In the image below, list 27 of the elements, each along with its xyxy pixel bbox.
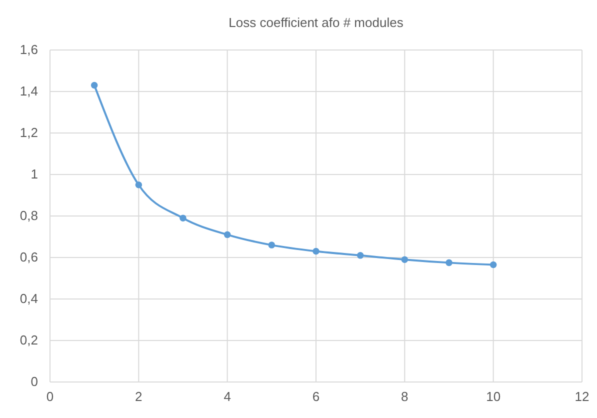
y-tick-label: 0,8 — [20, 208, 38, 224]
y-tick-label: 0 — [30, 374, 38, 390]
x-tick-label: 4 — [224, 389, 231, 404]
point — [446, 259, 452, 266]
x-tick-label: 8 — [401, 389, 408, 404]
y-tick-label: 0,4 — [20, 291, 38, 306]
y-tick-label: 1 — [30, 166, 38, 182]
point — [90, 82, 98, 89]
point — [135, 181, 142, 188]
x-tick-label: 10 — [486, 389, 501, 404]
x-tick-label: 6 — [312, 389, 320, 404]
x-tick-label: 0 — [46, 389, 54, 404]
y-tick-label: 0,6 — [20, 250, 38, 265]
x-tick-label: 2 — [135, 389, 142, 404]
point — [268, 242, 276, 248]
point — [180, 214, 186, 222]
point — [312, 248, 320, 255]
point — [490, 261, 497, 268]
chart-title: Loss coefficient afo # modules — [228, 15, 404, 30]
point — [401, 256, 408, 263]
point — [356, 252, 364, 259]
point — [224, 231, 231, 238]
x-tick-label: 12 — [574, 389, 590, 404]
y-tick-label: 1,6 — [20, 42, 38, 58]
y-tick-label: 1,2 — [20, 125, 38, 140]
y-tick-label: 0,2 — [20, 332, 38, 348]
y-tick-label: 1,4 — [20, 84, 38, 99]
